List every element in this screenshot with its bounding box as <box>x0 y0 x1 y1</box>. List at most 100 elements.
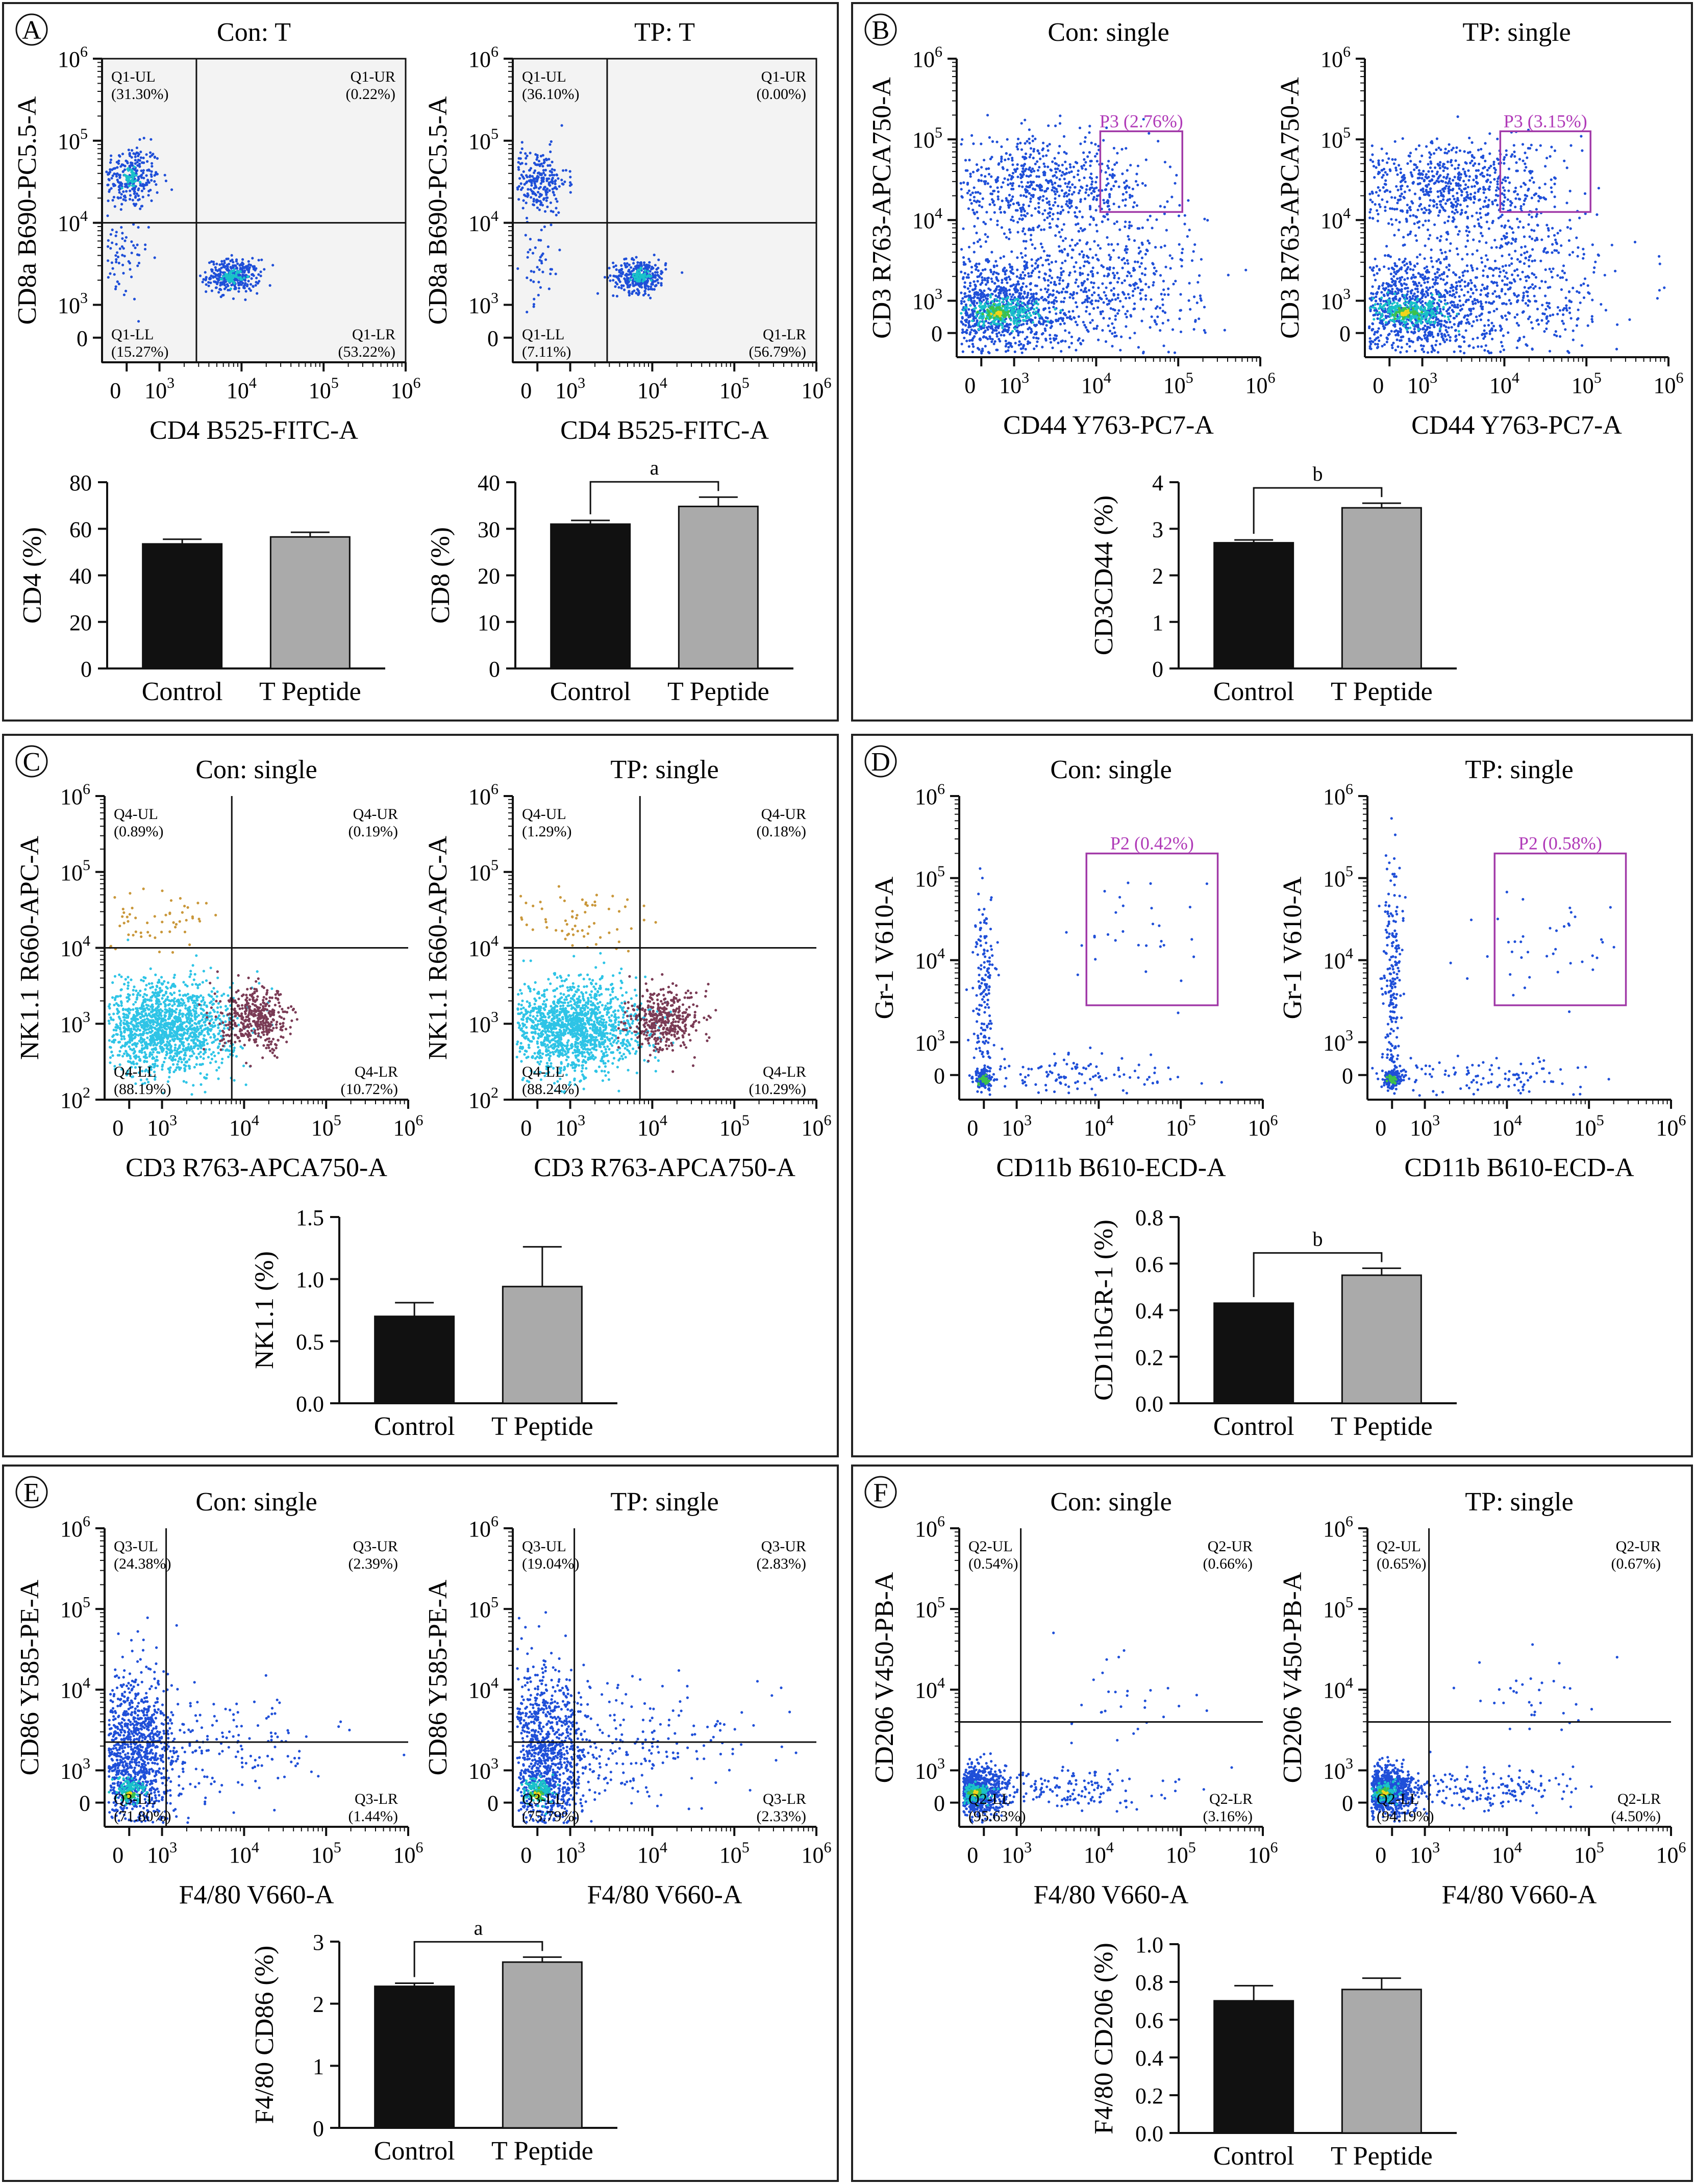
event-dot <box>1020 307 1023 310</box>
event-dot <box>112 184 115 187</box>
event-dot <box>128 262 131 265</box>
event-dot <box>1177 214 1181 217</box>
event-dot <box>1108 254 1111 257</box>
event-dot <box>214 266 217 269</box>
event-dot <box>534 193 538 196</box>
event-dot <box>1001 297 1004 301</box>
event-dot <box>1416 208 1419 212</box>
event-dot <box>1034 137 1037 140</box>
event-dot <box>1458 333 1461 336</box>
event-dot <box>1044 272 1048 276</box>
event-dot <box>140 169 143 172</box>
event-dot <box>1059 185 1062 188</box>
event-dot <box>1080 165 1083 168</box>
event-dot <box>1101 329 1104 332</box>
event-dot <box>1083 260 1087 263</box>
event-dot <box>1058 279 1061 282</box>
event-dot <box>1464 183 1467 186</box>
event-dot <box>1008 193 1011 196</box>
event-dot <box>1008 293 1011 296</box>
event-dot <box>257 273 260 276</box>
event-dot <box>1015 324 1018 327</box>
event-dot <box>1096 306 1100 309</box>
event-dot <box>1180 265 1183 268</box>
event-dot <box>1187 299 1190 302</box>
event-dot <box>1068 163 1071 166</box>
event-dot <box>1030 183 1033 186</box>
event-dot <box>1027 328 1030 331</box>
event-dot <box>1024 274 1027 277</box>
event-dot <box>1376 330 1379 333</box>
event-dot <box>1133 302 1136 305</box>
event-dot <box>624 278 627 282</box>
event-dot <box>1117 185 1120 188</box>
event-dot <box>1064 237 1067 240</box>
event-dot <box>1108 193 1111 196</box>
event-dot <box>1413 276 1416 279</box>
event-dot <box>1460 322 1463 325</box>
event-dot <box>995 140 999 143</box>
event-dot <box>1096 194 1099 197</box>
event-dot <box>1062 300 1065 304</box>
event-dot <box>1083 140 1086 143</box>
event-dot <box>110 261 113 264</box>
event-dot <box>1454 329 1457 332</box>
event-dot <box>1392 341 1395 344</box>
event-dot <box>1075 301 1078 304</box>
event-dot <box>1043 327 1046 330</box>
event-dot <box>1001 279 1004 282</box>
event-dot <box>1379 205 1382 208</box>
event-dot <box>1041 212 1044 215</box>
event-dot <box>1192 328 1195 331</box>
event-dot <box>1374 331 1377 334</box>
event-dot <box>1002 286 1005 289</box>
event-dot <box>1368 337 1372 340</box>
event-dot <box>1125 296 1128 300</box>
event-dot <box>1491 337 1494 341</box>
event-dot <box>1029 153 1032 156</box>
event-dot <box>648 261 651 264</box>
event-dot <box>1179 330 1183 333</box>
event-dot <box>1017 312 1020 315</box>
event-dot <box>1394 349 1397 352</box>
event-dot <box>1028 156 1031 159</box>
event-dot <box>976 240 979 243</box>
event-dot <box>1042 228 1045 231</box>
event-dot <box>1144 184 1147 187</box>
event-dot <box>253 265 256 268</box>
event-dot <box>1088 312 1091 316</box>
event-dot <box>1085 290 1088 293</box>
event-dot <box>1481 333 1484 336</box>
event-dot <box>1019 347 1023 351</box>
event-dot <box>1107 324 1110 328</box>
event-dot <box>1597 187 1600 190</box>
event-dot <box>1016 256 1019 259</box>
event-dot <box>142 169 145 172</box>
event-dot <box>142 161 145 164</box>
event-dot <box>1394 334 1398 337</box>
event-dot <box>542 188 545 191</box>
event-dot <box>536 266 539 269</box>
event-dot <box>533 169 537 172</box>
event-dot <box>1053 281 1056 284</box>
event-dot <box>1452 271 1455 274</box>
event-dot <box>1015 275 1018 278</box>
event-dot <box>117 261 120 265</box>
event-dot <box>540 254 543 257</box>
event-dot <box>1405 283 1408 286</box>
event-dot <box>553 173 556 177</box>
event-dot <box>110 154 113 157</box>
event-dot <box>554 179 557 182</box>
event-dot <box>1090 293 1094 296</box>
event-dot <box>1424 295 1427 299</box>
event-dot <box>1068 186 1072 189</box>
flow-title: Con: T <box>217 18 291 47</box>
event-dot <box>524 152 527 155</box>
event-dot <box>149 151 152 154</box>
event-dot <box>107 239 110 242</box>
event-dot <box>1372 314 1375 317</box>
event-dot <box>962 256 965 259</box>
event-dot <box>1034 262 1037 265</box>
event-dot <box>1054 192 1057 195</box>
